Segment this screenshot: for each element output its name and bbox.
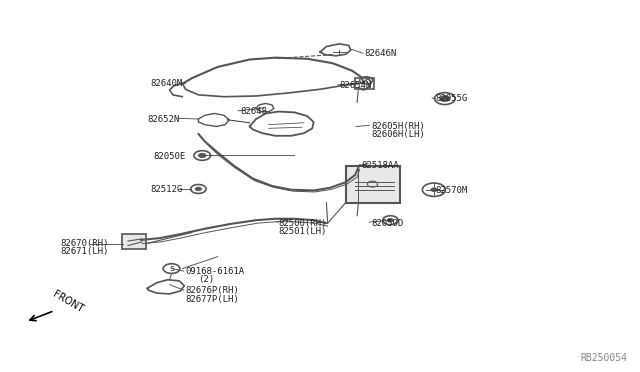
Text: 82648: 82648 bbox=[240, 107, 267, 116]
Text: 82055G: 82055G bbox=[435, 94, 467, 103]
FancyBboxPatch shape bbox=[346, 166, 400, 203]
Circle shape bbox=[198, 153, 206, 158]
Text: (2): (2) bbox=[198, 275, 214, 284]
Text: 82652N: 82652N bbox=[147, 115, 179, 124]
Text: S: S bbox=[169, 266, 174, 272]
Circle shape bbox=[195, 187, 202, 191]
FancyBboxPatch shape bbox=[122, 234, 146, 249]
Text: 82050D: 82050D bbox=[371, 219, 403, 228]
Text: 82676P(RH): 82676P(RH) bbox=[186, 286, 239, 295]
Text: 09168-6161A: 09168-6161A bbox=[186, 267, 244, 276]
Text: 82606H(LH): 82606H(LH) bbox=[371, 130, 425, 139]
Text: FRONT: FRONT bbox=[51, 289, 85, 314]
Circle shape bbox=[387, 218, 394, 222]
Text: 82640M: 82640M bbox=[150, 79, 182, 88]
Text: 82501(LH): 82501(LH) bbox=[278, 227, 327, 236]
Text: 82570M: 82570M bbox=[435, 186, 467, 195]
Text: RB250054: RB250054 bbox=[580, 353, 627, 363]
Text: 82500(RH): 82500(RH) bbox=[278, 219, 327, 228]
Text: 82654N: 82654N bbox=[339, 81, 371, 90]
Text: 82646N: 82646N bbox=[365, 49, 397, 58]
Text: 82512G: 82512G bbox=[150, 185, 182, 194]
Text: 82670(RH): 82670(RH) bbox=[61, 239, 109, 248]
Text: 82518AA: 82518AA bbox=[362, 161, 399, 170]
Text: 82671(LH): 82671(LH) bbox=[61, 247, 109, 256]
Text: 82677P(LH): 82677P(LH) bbox=[186, 295, 239, 304]
Text: 82050E: 82050E bbox=[154, 153, 186, 161]
Circle shape bbox=[440, 96, 450, 102]
Circle shape bbox=[431, 188, 437, 192]
Text: 82605H(RH): 82605H(RH) bbox=[371, 122, 425, 131]
